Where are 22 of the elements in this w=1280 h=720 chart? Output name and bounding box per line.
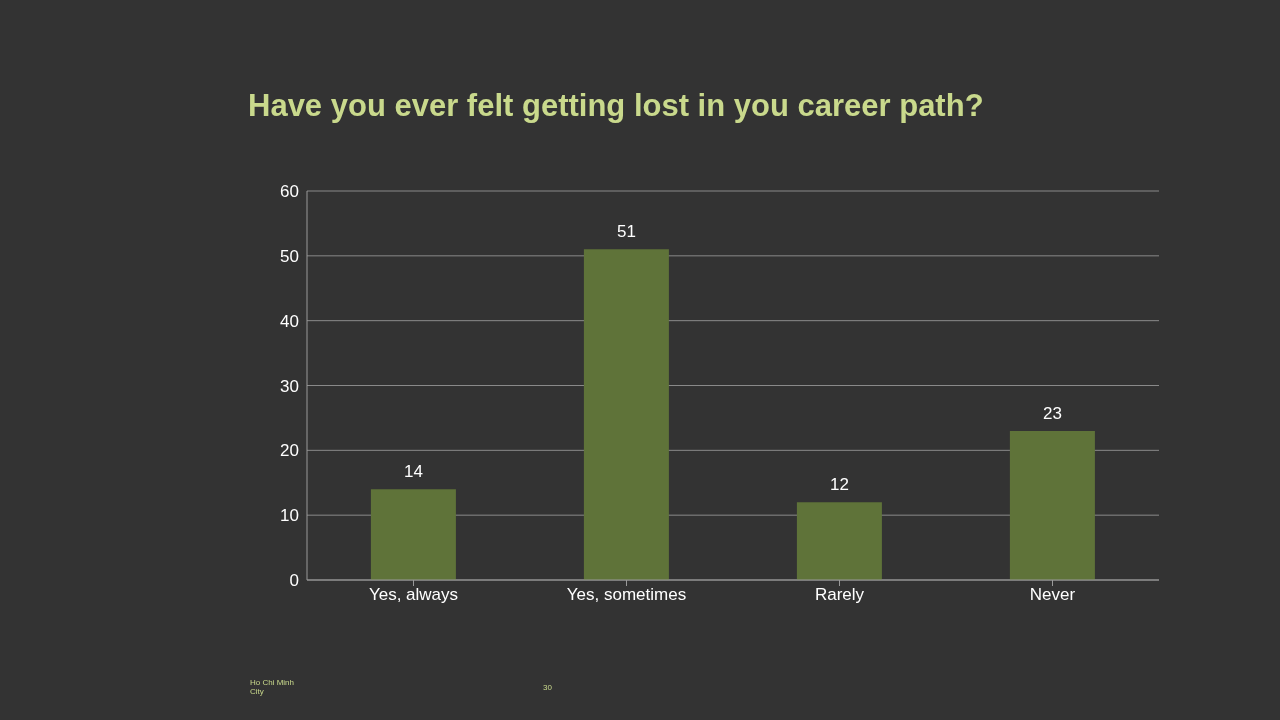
bar xyxy=(796,502,882,580)
data-label: 14 xyxy=(403,462,423,482)
bar xyxy=(370,489,456,580)
y-tick-label: 20 xyxy=(280,441,299,461)
bar xyxy=(1009,430,1095,580)
text: Ho Chi Minh City xyxy=(250,678,295,696)
x-tick-label: Yes, always xyxy=(368,585,459,605)
y-tick-label: 10 xyxy=(280,506,299,526)
y-tick-label: 30 xyxy=(280,376,299,396)
data-label: 12 xyxy=(829,475,849,495)
y-tick-label: 0 xyxy=(289,571,299,591)
data-label: 23 xyxy=(1042,403,1062,423)
chart-title: Have you ever felt getting lost in you career path? xyxy=(248,88,984,124)
bar xyxy=(583,249,669,580)
text: 30 xyxy=(543,683,553,692)
x-tick-label: Rarely xyxy=(814,585,865,605)
data-label: 51 xyxy=(616,222,636,242)
y-tick-label: 50 xyxy=(280,246,299,266)
y-tick-label: 60 xyxy=(280,182,299,202)
y-tick-label: 40 xyxy=(280,311,299,331)
x-tick-label: Never xyxy=(1029,585,1076,605)
x-tick-label: Yes, sometimes xyxy=(566,585,687,605)
